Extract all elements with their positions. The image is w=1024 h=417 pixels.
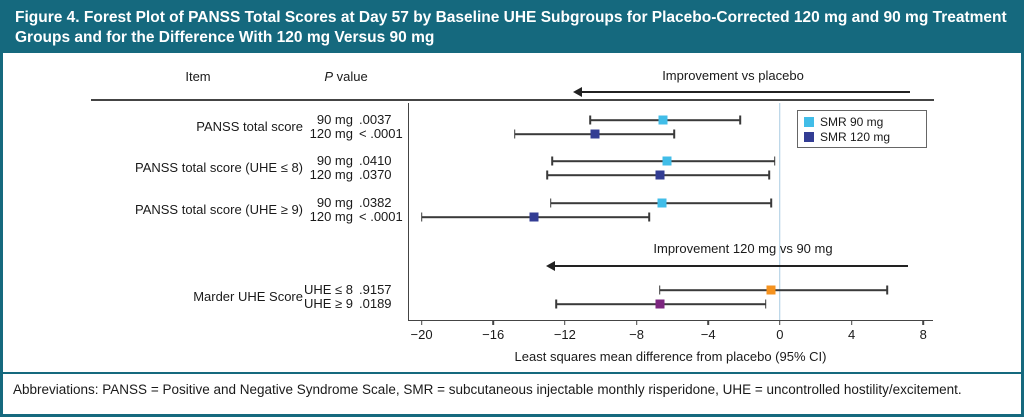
arrowhead-icon <box>573 87 582 97</box>
p-value: .0037 <box>359 112 392 127</box>
p-value-row: 90 mg .0382 <box>299 194 392 212</box>
row-item-label: PANSS total score (UHE ≤ 8) <box>135 160 303 175</box>
x-axis-tick-label: −20 <box>410 327 433 342</box>
point-estimate-marker <box>658 115 668 125</box>
p-value: < .0001 <box>359 209 403 224</box>
p-value-row: UHE ≥ 9 .0189 <box>299 295 392 313</box>
p-value-row: 120 mg < .0001 <box>299 125 403 143</box>
point-estimate-marker <box>529 212 539 222</box>
x-axis-tick <box>922 320 925 325</box>
confidence-interval-cap <box>659 285 661 295</box>
point-estimate-marker <box>590 129 600 139</box>
arrow-shaft <box>554 265 908 267</box>
confidence-interval-cap <box>673 129 675 139</box>
header-separator-line <box>91 99 934 101</box>
p-value-row: 120 mg < .0001 <box>299 208 403 226</box>
confidence-interval-cap <box>770 198 772 208</box>
legend-item: SMR 90 mg <box>804 114 920 129</box>
x-axis-tick <box>850 320 853 325</box>
p-value-group-label: UHE ≤ 8 <box>303 282 353 297</box>
abbreviations-footnote: Abbreviations: PANSS = Positive and Nega… <box>3 372 1021 414</box>
p-value-group-label: UHE ≥ 9 <box>303 296 353 311</box>
confidence-interval-cap <box>546 170 548 180</box>
p-value-group-label: 120 mg <box>309 209 353 224</box>
reference-line-zero <box>779 103 781 320</box>
p-value-group-label: 120 mg <box>309 126 353 141</box>
p-value-group-label: 90 mg <box>316 195 353 210</box>
x-axis-tick <box>707 320 710 325</box>
point-estimate-marker <box>662 156 672 166</box>
p-value: .0189 <box>359 296 392 311</box>
p-value-italic-p: P <box>324 69 333 84</box>
confidence-interval-cap <box>513 129 516 139</box>
confidence-interval-cap <box>648 212 650 222</box>
x-axis-tick-label: 0 <box>776 327 784 342</box>
confidence-interval-cap <box>886 285 889 295</box>
column-header-item: Item <box>185 69 211 84</box>
confidence-interval-cap <box>420 212 423 222</box>
p-value: .0370 <box>359 167 392 182</box>
confidence-interval-cap <box>773 156 776 166</box>
x-axis-tick-label: −12 <box>553 327 576 342</box>
x-axis-tick-label: 8 <box>919 327 927 342</box>
confidence-interval-cap <box>739 115 742 125</box>
legend-box: SMR 90 mg SMR 120 mg <box>797 110 927 148</box>
confidence-interval-cap <box>551 156 554 166</box>
point-estimate-marker <box>655 170 665 180</box>
p-value-row: 90 mg .0410 <box>299 152 392 170</box>
legend-item: SMR 120 mg <box>804 129 920 144</box>
x-axis-tick <box>420 320 423 325</box>
point-estimate-marker <box>657 198 667 208</box>
figure-title: Figure 4. Forest Plot of PANSS Total Sco… <box>3 3 1021 53</box>
x-axis-tick-label: −8 <box>629 327 644 342</box>
row-item-label: Marder UHE Score <box>193 289 303 304</box>
x-axis-tick <box>492 320 494 325</box>
arrow-shaft <box>581 91 910 93</box>
p-value-row: 90 mg .0037 <box>299 111 392 129</box>
legend-swatch <box>804 131 814 142</box>
x-axis-label: Least squares mean difference from place… <box>514 349 827 364</box>
p-value-group-label: 90 mg <box>316 112 353 127</box>
x-axis-tick <box>564 320 566 325</box>
x-axis-tick-label: 4 <box>847 327 856 342</box>
left-arrow-improvement-120-vs-90 <box>546 261 908 271</box>
confidence-interval-cap <box>555 299 557 309</box>
p-value-row: 120 mg .0370 <box>299 166 392 184</box>
x-axis-tick <box>635 320 638 325</box>
row-item-label: PANSS total score <box>196 119 303 134</box>
column-header-p-value: P value <box>301 69 391 84</box>
x-axis-tick <box>779 320 781 325</box>
legend-swatch <box>804 116 814 127</box>
p-value: .0382 <box>359 195 392 210</box>
point-estimate-marker <box>655 299 665 309</box>
x-axis-tick-label: −16 <box>482 327 505 342</box>
arrowhead-icon <box>546 261 555 271</box>
confidence-interval-cap <box>768 170 770 180</box>
p-value-group-label: 120 mg <box>309 167 353 182</box>
p-value: .9157 <box>359 282 392 297</box>
p-value: .0410 <box>359 153 392 168</box>
p-value-group-label: 90 mg <box>316 153 353 168</box>
p-value-header-rest: value <box>332 69 368 84</box>
forest-plot-area: SMR 90 mg SMR 120 mg −20 −16 −12 −8 −4 0 4 8 <box>408 103 933 342</box>
confidence-interval-cap <box>549 198 552 208</box>
confidence-interval-cap <box>589 115 591 125</box>
annotation-improvement-vs-placebo: Improvement vs placebo <box>662 68 804 83</box>
confidence-interval-cap <box>764 299 767 309</box>
point-estimate-marker <box>766 285 776 295</box>
annotation-improvement-120-vs-90: Improvement 120 mg vs 90 mg <box>653 241 833 256</box>
x-axis-tick-label: −4 <box>700 327 716 342</box>
row-item-label: PANSS total score (UHE ≥ 9) <box>135 202 303 217</box>
left-arrow-improvement-vs-placebo <box>573 87 910 97</box>
p-value: < .0001 <box>359 126 403 141</box>
p-value-row: UHE ≤ 8 .9157 <box>299 281 392 299</box>
legend-label: SMR 90 mg <box>820 114 884 129</box>
legend-label: SMR 120 mg <box>820 129 891 144</box>
